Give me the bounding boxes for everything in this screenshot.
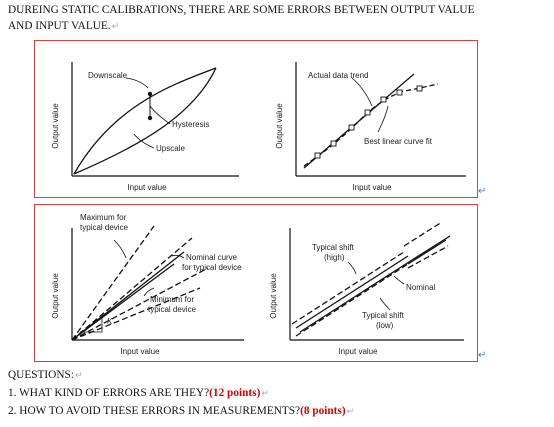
fig4-label-low2: (low) xyxy=(376,321,394,330)
fig1-point-upper xyxy=(147,91,153,97)
fig3-min-line xyxy=(71,267,209,341)
fig4-label-high1: Typical shift xyxy=(312,243,355,252)
fig2-label-actual: Actual data trend xyxy=(308,71,368,80)
fig2-data-points xyxy=(314,85,423,159)
paragraph-mark-icon: · xyxy=(475,6,479,16)
question-2: 2. HOW TO AVOID THESE ERRORS IN MEASUREM… xyxy=(8,405,355,417)
sensitivity-figure: Output value K Maximum for typical devic… xyxy=(51,213,244,356)
fig3-leader-min xyxy=(143,287,155,297)
question-1: 1. WHAT KIND OF ERRORS ARE THEY?(12 poin… xyxy=(8,387,269,399)
fig3-label-max1: Maximum for xyxy=(80,213,127,222)
fig2-xlabel: Input value xyxy=(352,183,392,192)
fig2-point xyxy=(348,124,355,131)
return-mark-icon: ↵ xyxy=(111,22,120,32)
fig4-leader-high xyxy=(347,261,357,275)
fig1-leader-hysteresis xyxy=(149,105,171,125)
fig4-low-ext xyxy=(407,245,449,269)
bottom-figure-frame xyxy=(34,204,478,362)
fig4-xlabel: Input value xyxy=(338,347,378,356)
fig1-label-hysteresis: Hysteresis xyxy=(172,120,209,129)
fig1-ylabel: Output value xyxy=(51,103,60,149)
fig2-actual-curve xyxy=(303,83,439,167)
fig4-label-high2: (high) xyxy=(324,253,345,262)
questions-heading: QUESTIONS:↵ xyxy=(8,369,83,381)
fig4-low-shift-line xyxy=(295,263,409,337)
fig3-leader-max xyxy=(113,239,127,259)
fig3-max-line-2 xyxy=(71,237,193,341)
fig3-label-k: K xyxy=(107,317,113,326)
linear-fit-figure: Output value Actual data trend Best line… xyxy=(275,62,466,192)
top-figure-frame xyxy=(34,40,478,198)
fig2-ylabel: Output value xyxy=(275,103,284,149)
hysteresis-figure: Output value Downscale Hysteresis Upscal… xyxy=(51,62,239,192)
fig3-leader-nominal xyxy=(171,254,185,259)
fig1-label-upscale: Upscale xyxy=(156,144,185,153)
zero-shift-figure: Output value Typical shift (high) Nomina… xyxy=(269,221,464,356)
fig2-point xyxy=(396,89,403,96)
fig3-label-max2: typical device xyxy=(80,223,129,232)
question-2-points: (8 points) xyxy=(300,405,346,417)
fig4-nom-ext xyxy=(411,235,451,261)
fig3-slope-triangle xyxy=(80,314,103,333)
fig3-label-min2: typical device xyxy=(148,305,197,314)
return-mark-icon: ↵ xyxy=(346,407,355,417)
fig4-high-shift-line xyxy=(291,251,405,325)
fig4-nominal-line xyxy=(295,255,409,329)
fig3-nominal-line-2 xyxy=(71,263,175,341)
fig2-label-fit: Best linear curve fit xyxy=(364,137,433,146)
fig3-label-nom2: for typical device xyxy=(182,263,242,272)
return-mark-icon: ↵ xyxy=(261,389,269,399)
link-arrow-icon: ↵ xyxy=(478,186,487,197)
fig2-point xyxy=(416,85,423,92)
fig3-label-nom1: Nominal curve xyxy=(186,253,238,262)
fig4-high-ext xyxy=(403,221,443,247)
header-line-1: DUREING STATIC CALIBRATIONS, THERE ARE S… xyxy=(8,4,479,16)
fig1-label-downscale: Downscale xyxy=(88,71,128,80)
fig3-ylabel: Output value xyxy=(51,273,60,319)
fig2-point xyxy=(330,140,337,147)
question-1-points: (12 points) xyxy=(209,387,261,399)
fig1-downscale-curve xyxy=(73,67,217,175)
fig4-label-low1: Typical shift xyxy=(362,311,405,320)
fig2-best-fit-line xyxy=(303,73,415,169)
fig4-label-nominal: Nominal xyxy=(406,283,436,292)
fig2-leader-actual xyxy=(351,77,373,107)
fig3-label-min1: Minimum for xyxy=(150,295,194,304)
fig3-xlabel: Input value xyxy=(120,347,160,356)
fig1-xlabel: Input value xyxy=(127,183,167,192)
fig2-point xyxy=(364,109,371,116)
fig2-point xyxy=(380,96,387,103)
fig4-leader-nominal xyxy=(393,275,405,285)
fig4-ylabel: Output value xyxy=(269,273,278,319)
fig3-min-line-2 xyxy=(71,287,201,341)
fig1-upscale-curve xyxy=(73,67,217,175)
fig3-max-line xyxy=(71,225,155,341)
fig2-point xyxy=(314,152,321,159)
fig4-leader-low xyxy=(379,297,391,311)
fig1-leader-upscale xyxy=(133,133,155,149)
fig4-nom-ext-2 xyxy=(407,239,447,265)
header-line-2: AND INPUT VALUE.↵ xyxy=(8,20,120,32)
return-mark-icon: ↵ xyxy=(74,371,83,381)
link-arrow-icon: ↵ xyxy=(478,350,487,361)
fig1-leader-downscale xyxy=(125,77,149,89)
fig4-nominal-line-2 xyxy=(299,259,413,333)
fig1-point-lower xyxy=(147,115,153,121)
fig2-leader-fit xyxy=(377,105,389,133)
